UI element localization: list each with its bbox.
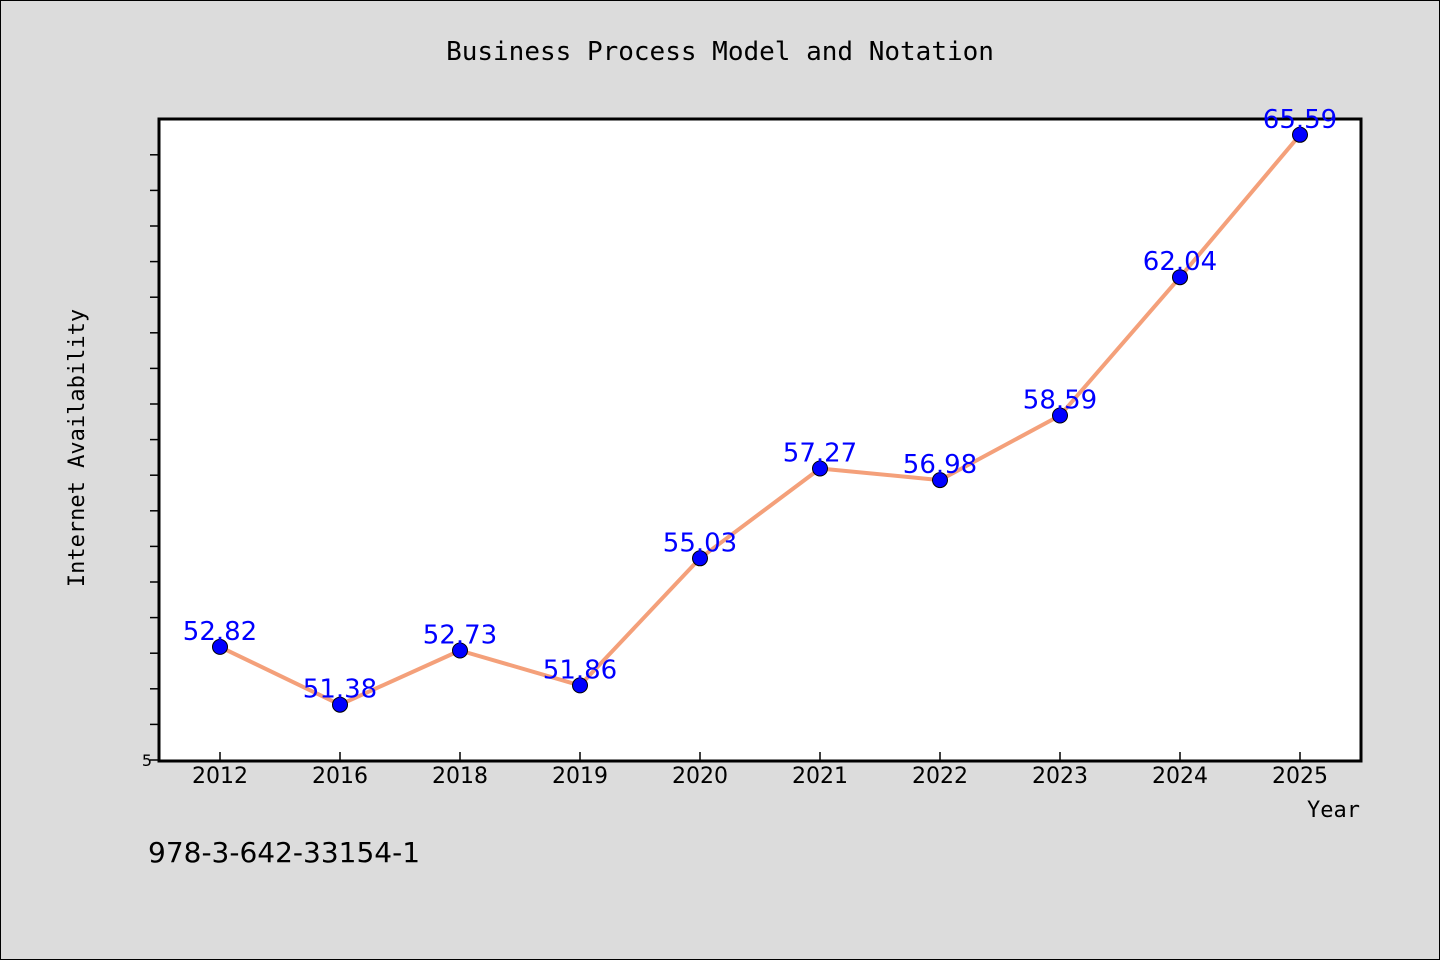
x-tick-label: 2023 xyxy=(1032,764,1088,789)
footnote-isbn: 978-3-642-33154-1 xyxy=(148,836,420,869)
x-tick-label: 2019 xyxy=(552,764,608,789)
x-tick-label: 2012 xyxy=(192,764,248,789)
data-label: 52.82 xyxy=(183,617,257,647)
data-point xyxy=(212,638,228,655)
series-line xyxy=(218,132,1302,707)
data-point xyxy=(1292,126,1308,143)
data-point xyxy=(452,642,468,659)
data-label: 62.04 xyxy=(1143,247,1217,277)
data-label: 51.38 xyxy=(303,675,377,705)
data-label: 52.73 xyxy=(423,621,497,651)
y-axis-ticks xyxy=(150,154,160,761)
data-label: 58.59 xyxy=(1023,386,1097,416)
x-axis-label: Year xyxy=(1307,798,1360,823)
y-axis-label: Internet Availability xyxy=(65,309,90,587)
x-axis-ticks xyxy=(219,752,1301,760)
data-point xyxy=(692,550,708,567)
data-point xyxy=(1052,407,1068,424)
x-axis-tick-labels: 2012 2016 2018 2019 2020 2021 2022 2023 2024 2025 xyxy=(192,764,1328,789)
data-point xyxy=(572,677,588,694)
data-point xyxy=(332,696,348,713)
data-label: 51.86 xyxy=(543,655,617,685)
plot-area xyxy=(157,117,1363,763)
x-tick-label: 2025 xyxy=(1272,764,1328,789)
data-label: 55.03 xyxy=(663,528,737,558)
data-point xyxy=(932,472,948,489)
x-tick-label: 2024 xyxy=(1152,764,1208,789)
data-markers xyxy=(212,126,1308,713)
data-point xyxy=(1172,269,1188,286)
x-tick-label: 2020 xyxy=(672,764,728,789)
data-point xyxy=(812,460,828,477)
x-tick-label: 2018 xyxy=(432,764,488,789)
data-label: 65.59 xyxy=(1263,105,1337,135)
x-tick-label: 2016 xyxy=(312,764,368,789)
data-labels: 52.82 51.38 52.73 51.86 55.03 57.27 56.98 58.59… xyxy=(183,105,1337,705)
data-label: 56.98 xyxy=(903,450,977,480)
x-tick-label: 2021 xyxy=(792,764,848,789)
data-label: 57.27 xyxy=(783,439,857,469)
chart-title: Business Process Model and Notation xyxy=(446,37,994,67)
x-tick-label: 2022 xyxy=(912,764,968,789)
y-axis-min-label: 5 xyxy=(142,751,152,770)
